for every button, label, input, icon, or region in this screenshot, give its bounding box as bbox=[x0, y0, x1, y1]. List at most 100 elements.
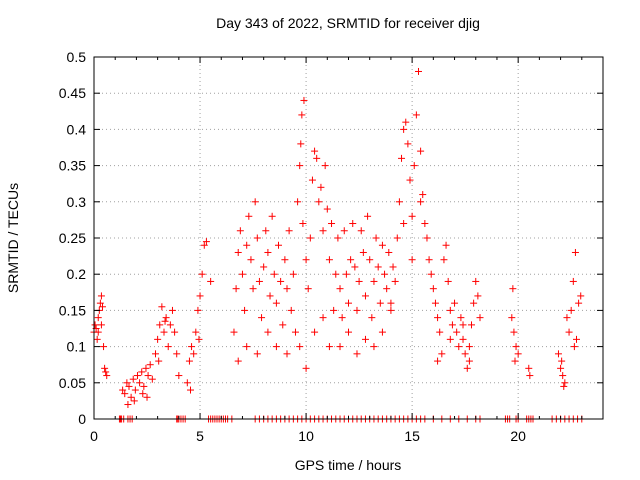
data-point bbox=[474, 292, 482, 300]
data-point bbox=[351, 263, 359, 271]
data-point bbox=[264, 328, 272, 336]
data-point bbox=[525, 364, 533, 372]
data-point bbox=[455, 343, 463, 351]
data-point bbox=[336, 285, 344, 293]
data-point bbox=[245, 212, 253, 220]
data-point bbox=[243, 343, 251, 351]
data-point bbox=[391, 277, 399, 285]
data-point bbox=[345, 328, 352, 336]
y-tick-label: 0.05 bbox=[59, 375, 86, 391]
data-point bbox=[130, 397, 138, 405]
data-point bbox=[183, 379, 191, 387]
data-point bbox=[302, 364, 310, 372]
data-point bbox=[378, 328, 386, 336]
data-point bbox=[442, 241, 450, 249]
data-point bbox=[200, 241, 208, 249]
data-point bbox=[554, 350, 562, 358]
data-point bbox=[258, 314, 266, 322]
data-point bbox=[97, 321, 105, 329]
data-point bbox=[119, 386, 127, 394]
data-point bbox=[298, 111, 306, 119]
data-point bbox=[234, 357, 242, 365]
data-point bbox=[565, 328, 573, 336]
data-point bbox=[143, 393, 151, 401]
data-point bbox=[297, 140, 305, 148]
data-points bbox=[90, 67, 586, 423]
data-point bbox=[287, 306, 295, 314]
y-tick-label: 0.4 bbox=[67, 121, 87, 137]
data-point bbox=[321, 162, 329, 170]
data-point bbox=[268, 212, 276, 220]
data-point bbox=[260, 263, 268, 271]
data-point bbox=[148, 375, 156, 383]
data-point bbox=[459, 321, 467, 329]
data-point bbox=[438, 350, 446, 358]
data-point bbox=[417, 198, 425, 206]
y-tick-label: 0.1 bbox=[67, 339, 87, 355]
data-point bbox=[294, 198, 302, 206]
data-point bbox=[561, 379, 569, 387]
data-point bbox=[575, 299, 583, 307]
data-point bbox=[353, 350, 361, 358]
x-tick-label: 5 bbox=[196, 428, 204, 444]
x-tick-label: 15 bbox=[404, 428, 420, 444]
data-point bbox=[313, 154, 321, 162]
y-tick-label: 0.25 bbox=[59, 230, 86, 246]
data-point bbox=[451, 299, 459, 307]
data-point bbox=[557, 364, 565, 372]
data-point bbox=[238, 270, 246, 278]
data-point bbox=[98, 303, 106, 311]
y-axis-label: SRMTID / TECUs bbox=[5, 183, 21, 293]
data-point bbox=[155, 357, 163, 365]
data-point bbox=[97, 292, 105, 300]
data-point bbox=[446, 306, 454, 314]
data-point bbox=[459, 335, 467, 343]
data-point bbox=[398, 154, 406, 162]
data-point bbox=[195, 335, 203, 343]
data-point bbox=[470, 299, 478, 307]
data-point bbox=[338, 314, 346, 322]
data-point bbox=[446, 335, 454, 343]
chart-title: Day 343 of 2022, SRMTID for receiver dji… bbox=[216, 15, 480, 31]
data-point bbox=[101, 364, 109, 372]
data-point bbox=[457, 314, 465, 322]
data-point bbox=[275, 241, 283, 249]
data-point bbox=[262, 227, 270, 235]
data-point bbox=[230, 328, 238, 336]
data-point bbox=[251, 198, 259, 206]
data-point bbox=[136, 379, 144, 387]
data-point bbox=[563, 314, 571, 322]
y-tick-label: 0.5 bbox=[67, 49, 87, 65]
x-tick-label: 20 bbox=[510, 428, 526, 444]
x-axis-label: GPS time / hours bbox=[295, 457, 402, 473]
data-point bbox=[285, 227, 293, 235]
data-point bbox=[572, 335, 580, 343]
data-point bbox=[289, 270, 297, 278]
data-point bbox=[387, 306, 395, 314]
data-point bbox=[408, 212, 416, 220]
data-point bbox=[272, 343, 280, 351]
data-point bbox=[279, 321, 287, 329]
data-point bbox=[448, 321, 456, 329]
data-point bbox=[291, 328, 299, 336]
data-point bbox=[376, 299, 384, 307]
data-point bbox=[308, 176, 316, 184]
data-point bbox=[577, 292, 585, 300]
data-point bbox=[325, 256, 333, 264]
data-point bbox=[406, 176, 414, 184]
y-tick-label: 0.35 bbox=[59, 158, 86, 174]
data-point bbox=[508, 314, 516, 322]
data-point bbox=[304, 285, 312, 293]
data-point bbox=[234, 248, 242, 256]
data-point bbox=[154, 335, 162, 343]
data-point bbox=[408, 256, 416, 264]
data-point bbox=[247, 256, 255, 264]
data-point bbox=[232, 285, 240, 293]
data-point bbox=[102, 368, 110, 376]
data-point bbox=[378, 241, 386, 249]
data-point bbox=[255, 277, 263, 285]
data-point bbox=[571, 248, 579, 256]
data-point bbox=[311, 328, 319, 336]
data-point bbox=[236, 227, 244, 235]
data-point bbox=[421, 220, 429, 228]
